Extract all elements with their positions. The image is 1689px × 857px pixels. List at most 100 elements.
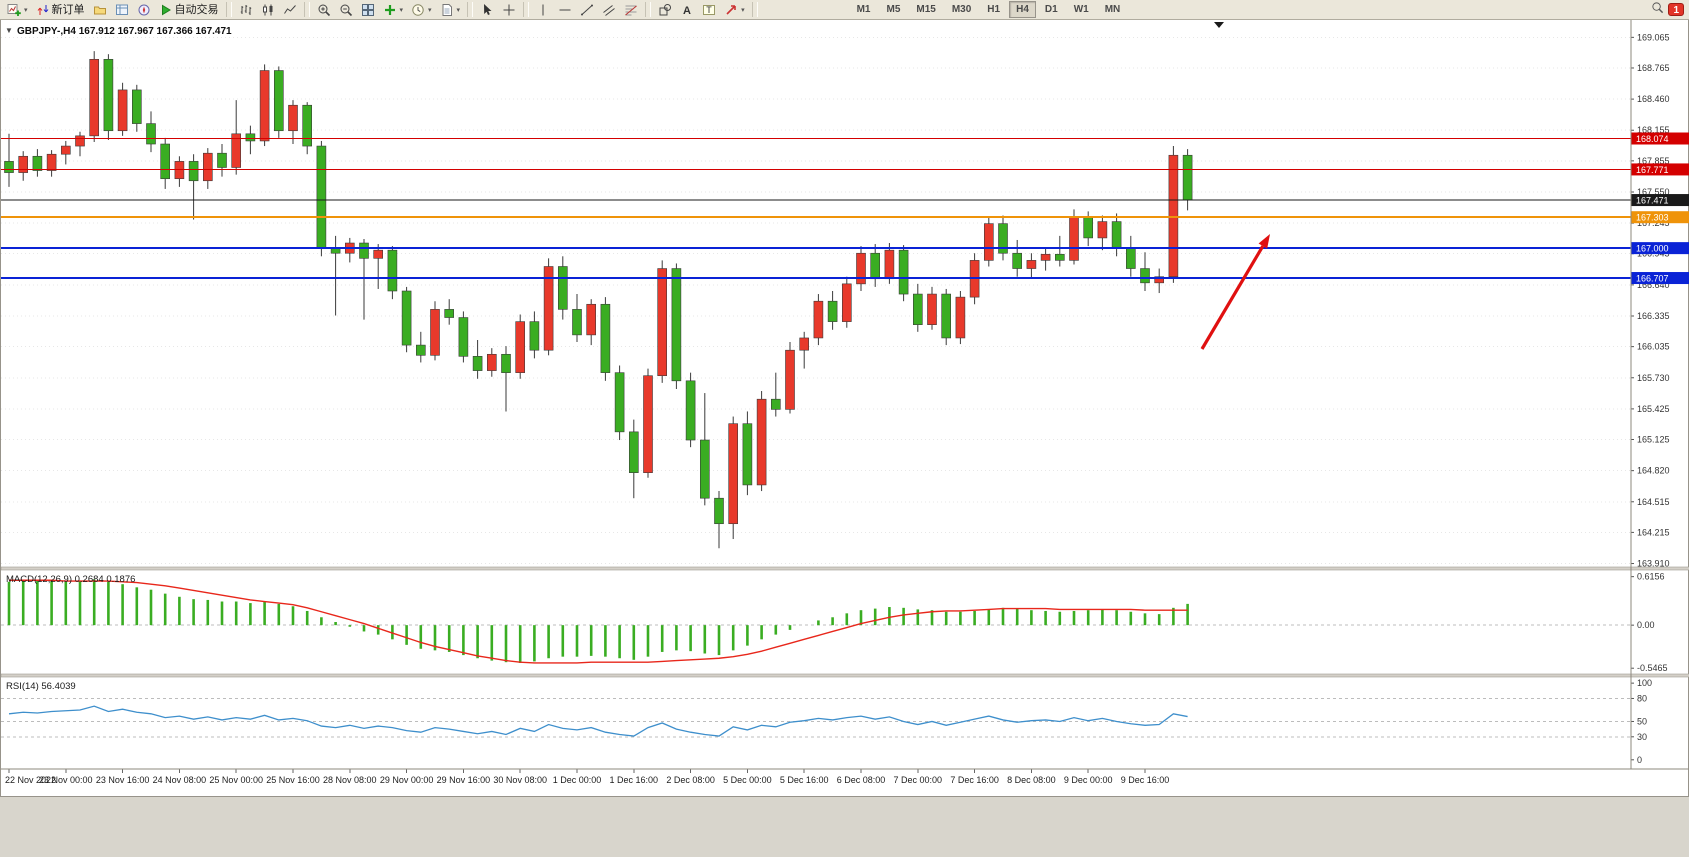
toolbar-separator bbox=[751, 2, 758, 17]
timeframe-d1-button[interactable]: D1 bbox=[1044, 4, 1058, 15]
svg-text:1 Dec 00:00: 1 Dec 00:00 bbox=[553, 775, 602, 785]
new-chart-icon[interactable]: ▾ bbox=[3, 1, 32, 19]
search-icon[interactable] bbox=[1651, 1, 1664, 19]
svg-text:167.303: 167.303 bbox=[1636, 213, 1669, 223]
toolbar-right: 1 bbox=[1651, 1, 1686, 19]
timeframe-h1-button[interactable]: H1 bbox=[987, 4, 1001, 15]
svg-text:100: 100 bbox=[1637, 678, 1652, 688]
hline-167.471[interactable]: 167.471 bbox=[1, 194, 1689, 207]
bar-chart-icon[interactable] bbox=[235, 1, 257, 19]
hline-167.303[interactable]: 167.303 bbox=[1, 211, 1689, 224]
svg-text:164.515: 164.515 bbox=[1637, 497, 1670, 507]
price-axis[interactable]: 169.065 168.765 168.460 168.155 167.855 167.5… bbox=[1631, 32, 1670, 569]
chevron-down-icon[interactable]: ▾ bbox=[24, 6, 28, 14]
svg-text:167.855: 167.855 bbox=[1637, 156, 1670, 166]
svg-text:168.460: 168.460 bbox=[1637, 94, 1670, 104]
svg-text:6 Dec 08:00: 6 Dec 08:00 bbox=[837, 775, 886, 785]
zoom-out-icon[interactable] bbox=[335, 1, 357, 19]
trendline-icon[interactable] bbox=[576, 1, 598, 19]
trend-arrow-annotation[interactable] bbox=[1200, 234, 1270, 350]
timeframe-m5-button[interactable]: M5 bbox=[886, 4, 901, 15]
svg-text:167.771: 167.771 bbox=[1636, 165, 1669, 175]
templates-icon[interactable]: ▾ bbox=[436, 1, 465, 19]
svg-text:8 Dec 08:00: 8 Dec 08:00 bbox=[1007, 775, 1056, 785]
svg-text:167.550: 167.550 bbox=[1637, 187, 1670, 197]
timeframe-m30-button[interactable]: M30 bbox=[951, 4, 972, 15]
svg-text:7 Dec 00:00: 7 Dec 00:00 bbox=[894, 775, 943, 785]
svg-text:29 Nov 00:00: 29 Nov 00:00 bbox=[380, 775, 434, 785]
horizontal-lines-layer[interactable]: 168.074 167.771 167.471 167.303 167.000 166.7… bbox=[1, 132, 1689, 285]
auto-trading-button[interactable]: 自动交易 bbox=[155, 1, 223, 19]
chart-area[interactable]: 169.065 168.765 168.460 168.155 167.855 167.5… bbox=[0, 20, 1689, 796]
new-order-button[interactable]: 新订单 bbox=[32, 1, 89, 19]
chevron-down-icon[interactable]: ▾ bbox=[399, 6, 404, 14]
rsi-pane[interactable]: 100 80 50 30 0 bbox=[1, 678, 1652, 765]
candles-layer bbox=[4, 51, 1193, 549]
chevron-down-icon[interactable]: ▾ bbox=[428, 6, 432, 14]
channel-icon[interactable] bbox=[598, 1, 620, 19]
svg-text:0.00: 0.00 bbox=[1637, 620, 1655, 630]
svg-text:80: 80 bbox=[1637, 693, 1647, 703]
notification-badge[interactable]: 1 bbox=[1668, 3, 1684, 16]
fibonacci-icon[interactable] bbox=[620, 1, 642, 19]
hline-167.000[interactable]: 167.000 bbox=[1, 242, 1689, 255]
chevron-down-icon[interactable]: ▾ bbox=[741, 6, 745, 14]
toolbar-separator bbox=[225, 2, 232, 17]
svg-text:22 Nov 2022: 22 Nov 2022 bbox=[5, 775, 56, 785]
svg-text:168.155: 168.155 bbox=[1637, 125, 1670, 135]
svg-text:164.820: 164.820 bbox=[1637, 466, 1670, 476]
shapes-icon[interactable] bbox=[654, 1, 676, 19]
timeframe-m1-button[interactable]: M1 bbox=[856, 4, 871, 15]
svg-text:A: A bbox=[683, 5, 691, 17]
macd-pane[interactable]: 0.6156 0.00 -0.5465 bbox=[1, 572, 1668, 674]
svg-text:28 Nov 08:00: 28 Nov 08:00 bbox=[323, 775, 377, 785]
toolbar-separator bbox=[523, 2, 530, 17]
svg-text:166.335: 166.335 bbox=[1637, 311, 1670, 321]
footer-strip bbox=[0, 796, 1689, 857]
text-icon[interactable]: A bbox=[676, 1, 698, 19]
chevron-down-icon[interactable]: ▾ bbox=[456, 6, 461, 14]
svg-text:165.425: 165.425 bbox=[1637, 404, 1670, 414]
svg-text:2 Dec 08:00: 2 Dec 08:00 bbox=[666, 775, 715, 785]
timeframe-m15-button[interactable]: M15 bbox=[916, 4, 936, 15]
svg-text:165.125: 165.125 bbox=[1637, 435, 1670, 445]
line-chart-icon[interactable] bbox=[279, 1, 301, 19]
candle-chart-icon[interactable] bbox=[257, 1, 279, 19]
svg-text:166.035: 166.035 bbox=[1637, 342, 1670, 352]
annotation-layer[interactable] bbox=[1200, 234, 1270, 350]
hline-168.074[interactable]: 168.074 bbox=[1, 132, 1689, 145]
horizontal-line-icon[interactable] bbox=[554, 1, 576, 19]
zoom-in-icon[interactable] bbox=[313, 1, 335, 19]
hline-166.707[interactable]: 166.707 bbox=[1, 272, 1689, 285]
chart-shift-marker-icon[interactable] bbox=[1214, 22, 1224, 28]
profiles-icon[interactable] bbox=[89, 1, 111, 19]
pane-labels: ▼ GBPJPY-,H4 167.912 167.967 167.366 167… bbox=[5, 22, 1224, 692]
cursor-icon[interactable] bbox=[476, 1, 498, 19]
indicators-icon[interactable]: ▾ bbox=[379, 1, 408, 19]
crosshair-icon[interactable] bbox=[498, 1, 520, 19]
navigator-icon[interactable] bbox=[133, 1, 155, 19]
svg-text:168.074: 168.074 bbox=[1636, 134, 1669, 144]
timeframe-w1-button[interactable]: W1 bbox=[1073, 4, 1089, 15]
pane-frames bbox=[0, 20, 1689, 770]
timeframe-mn-button[interactable]: MN bbox=[1104, 4, 1121, 15]
tile-windows-icon[interactable] bbox=[357, 1, 379, 19]
arrows-icon[interactable]: ▾ bbox=[720, 1, 749, 19]
rsi-label: RSI(14) 56.4039 bbox=[6, 681, 76, 692]
svg-text:30 Nov 08:00: 30 Nov 08:00 bbox=[493, 775, 547, 785]
text-label-icon[interactable]: T bbox=[698, 1, 720, 19]
svg-text:166.640: 166.640 bbox=[1637, 280, 1670, 290]
toolbar-buttons: ▾ 新订单 自动交易 ▾ ▾ ▾ A T ▾ M1 M5 M15 M30 H1 H4 D1 W1 MN bbox=[3, 0, 1128, 19]
chart-title: GBPJPY-,H4 167.912 167.967 167.366 167.4… bbox=[17, 26, 232, 37]
periods-icon[interactable]: ▾ bbox=[407, 1, 436, 19]
svg-text:23 Nov 16:00: 23 Nov 16:00 bbox=[96, 775, 150, 785]
vertical-line-icon[interactable] bbox=[532, 1, 554, 19]
hline-167.771[interactable]: 167.771 bbox=[1, 163, 1689, 176]
svg-text:166.707: 166.707 bbox=[1636, 274, 1669, 284]
market-watch-icon[interactable] bbox=[111, 1, 133, 19]
one-click-trading-icon[interactable]: ▼ bbox=[5, 26, 13, 35]
timeframe-h4-button[interactable]: H4 bbox=[1009, 1, 1036, 18]
svg-text:0: 0 bbox=[1637, 755, 1642, 765]
